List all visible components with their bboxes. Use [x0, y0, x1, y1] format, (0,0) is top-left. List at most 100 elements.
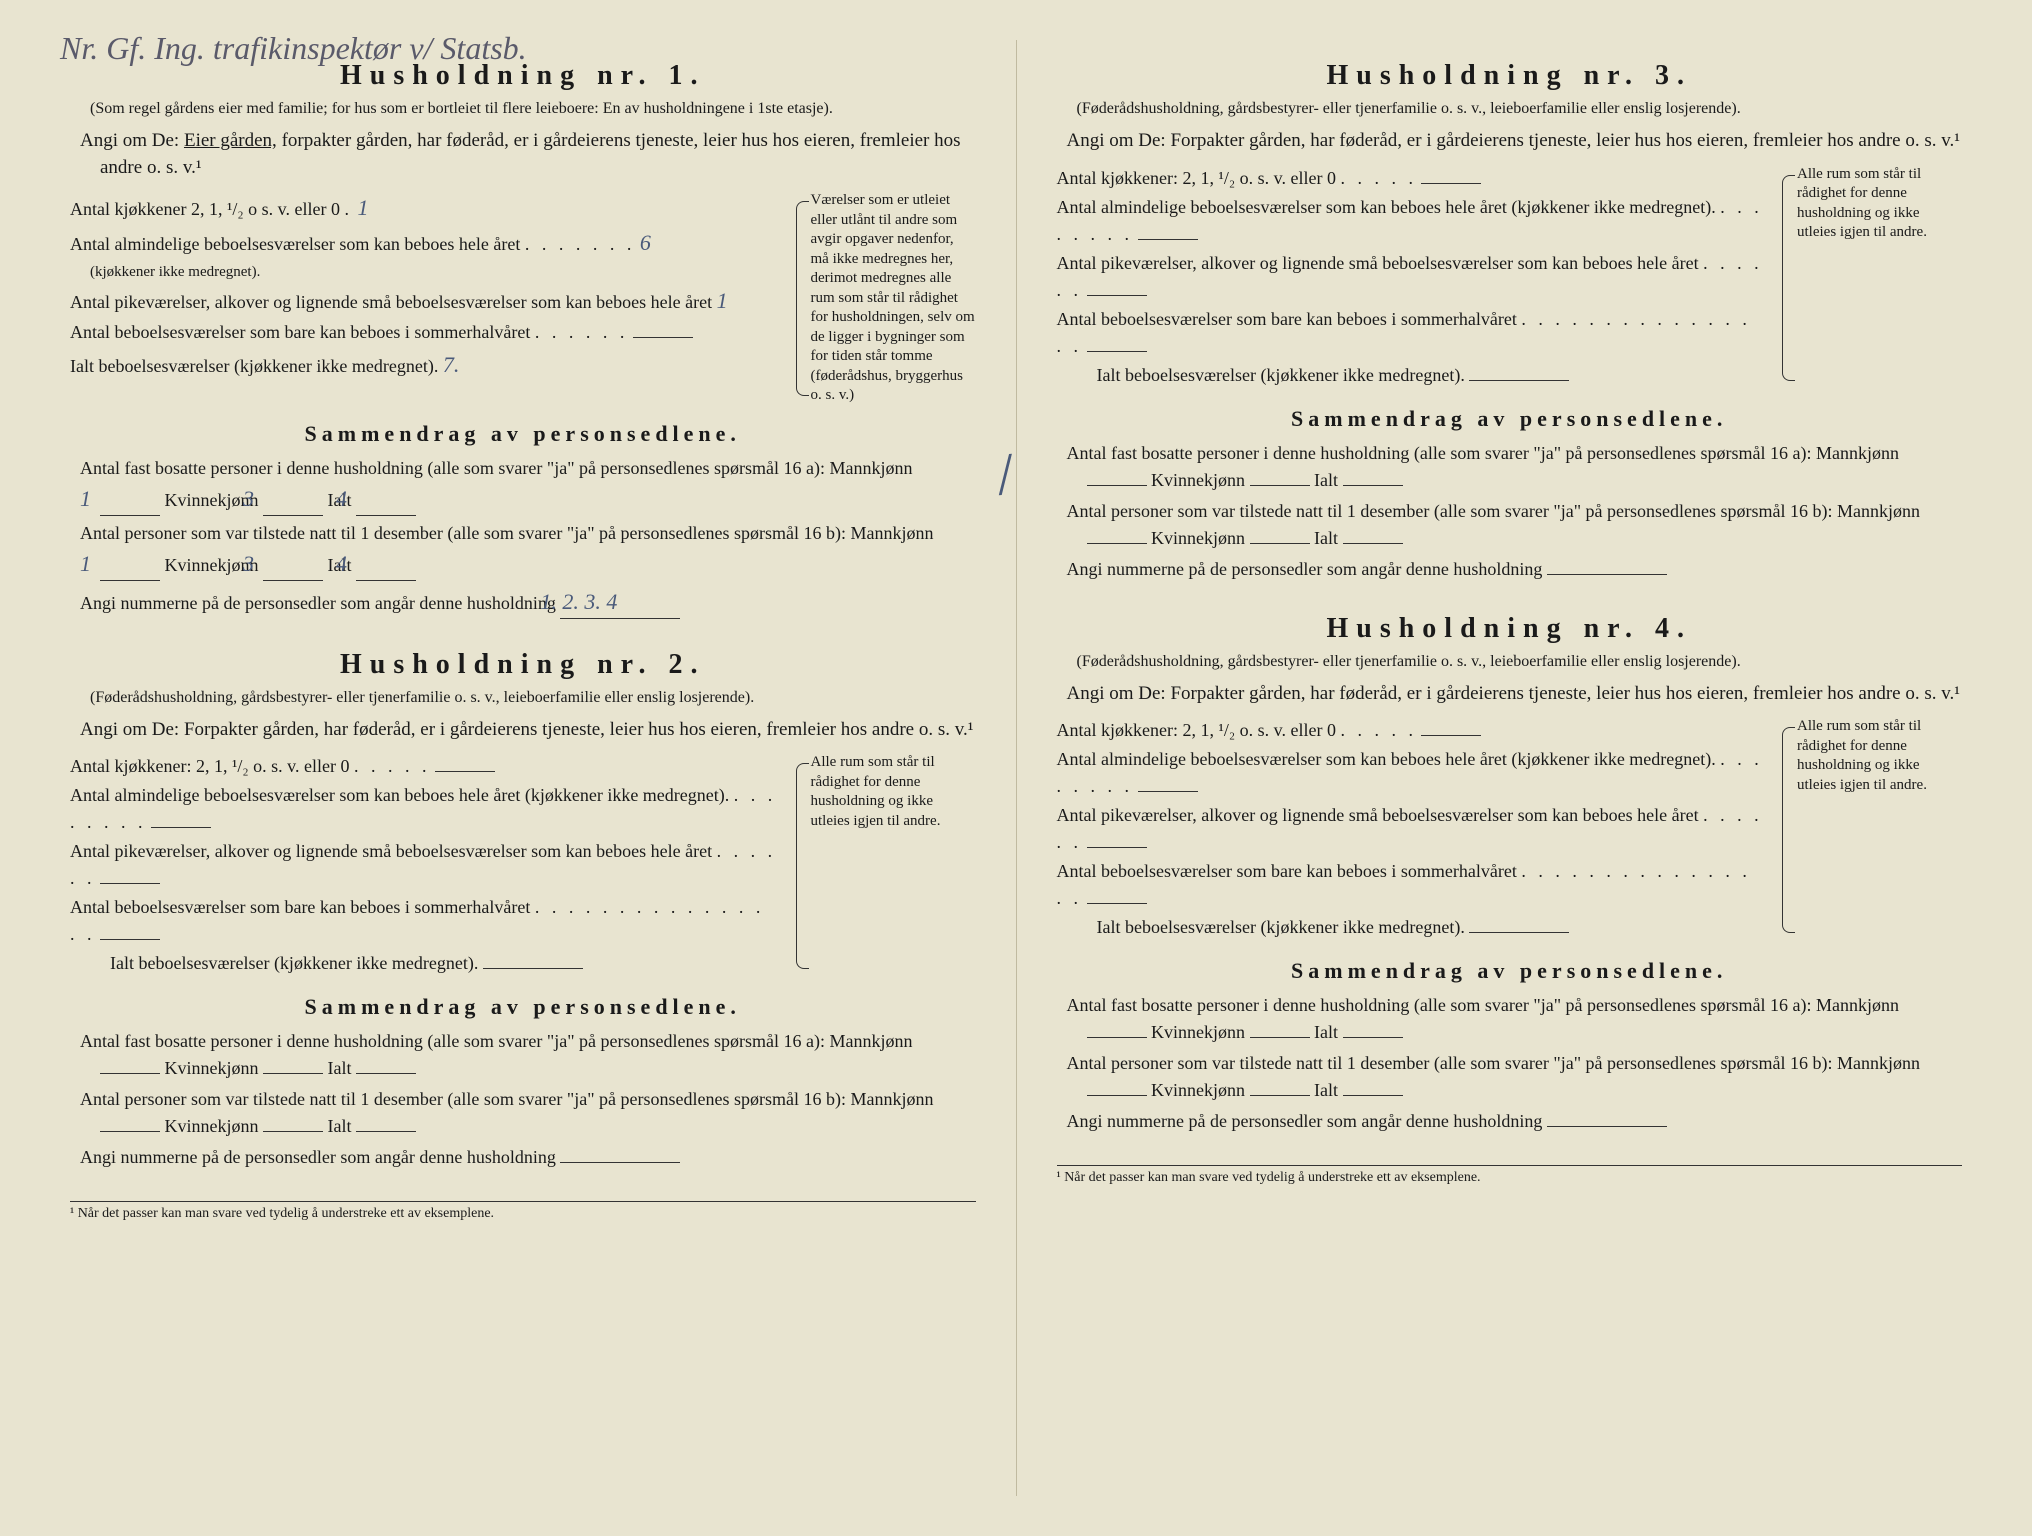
summary-4-line-b: Antal personer som var tilstede natt til… — [1057, 1050, 1963, 1104]
room-side-note-3: Alle rum som står til rådighet for denne… — [1782, 165, 1962, 391]
k1: 3 — [263, 482, 323, 516]
rooms-pike-label: Antal pikeværelser, alkover og lignende … — [70, 292, 712, 312]
room-list-4: Antal kjøkkener: 2, 1, ¹/₂ o. s. v. elle… — [1057, 717, 1768, 943]
rooms-year-note: (kjøkkener ikke medregnet). — [70, 261, 781, 284]
household-3-angi: Angi om De: Forpakter gården, har føderå… — [1057, 128, 1963, 155]
summary-1-title: Sammendrag av personsedlene. — [70, 421, 976, 447]
m1: 1 — [100, 482, 160, 516]
right-page: / Husholdning nr. 3. (Føderådshusholdnin… — [1017, 40, 2003, 1496]
household-4-rooms: Antal kjøkkener: 2, 1, ¹/₂ o. s. v. elle… — [1057, 717, 1963, 943]
summary-4-prefix-b: Antal personer som var tilstede natt til… — [1067, 1053, 1920, 1073]
kv-4b: Kvinnekjønn — [1151, 1080, 1245, 1100]
i2: 4 — [356, 547, 416, 581]
kv-2b: Kvinnekjønn — [165, 1116, 259, 1136]
room-side-note-4: Alle rum som står til rådighet for denne… — [1782, 717, 1962, 943]
rooms-pike-value: 1 — [717, 288, 728, 313]
angi-prefix: Angi om De: — [80, 130, 184, 151]
kv-3a: Kvinnekjønn — [1151, 470, 1245, 490]
household-3: Husholdning nr. 3. (Føderådshusholdning,… — [1057, 60, 1963, 583]
kitchen-label-4: Antal kjøkkener: 2, 1, ¹/₂ o. s. v. elle… — [1057, 720, 1336, 740]
dots-4: . . . . . — [1340, 720, 1417, 740]
rooms-pike-label-3: Antal pikeværelser, alkover og lignende … — [1057, 253, 1699, 273]
kitchen-value: 1 — [357, 195, 368, 220]
i1: 4 — [356, 482, 416, 516]
kv-3b: Kvinnekjønn — [1151, 528, 1245, 548]
summary-3-prefix-b: Antal personer som var tilstede natt til… — [1067, 501, 1920, 521]
dots-3: . . . . . — [1340, 168, 1417, 188]
dots: . . . . . — [354, 756, 431, 776]
m2: 1 — [100, 547, 160, 581]
summary-2-line-b: Antal personer som var tilstede natt til… — [70, 1086, 976, 1140]
rooms-pike-label-2: Antal pikeværelser, alkover og lignende … — [70, 841, 712, 861]
summary-4-numbers: Angi nummerne på de personsedler som ang… — [1057, 1108, 1963, 1135]
ialt-4a: Ialt — [1314, 1022, 1338, 1042]
rooms-total-label-4: Ialt beboelsesværelser (kjøkkener ikke m… — [1097, 917, 1465, 937]
summary-prefix: Antal fast bosatte personer i denne hush… — [80, 458, 913, 478]
rooms-year-label-4: Antal almindelige beboelsesværelser som … — [1057, 749, 1716, 769]
rooms-summer-label-4: Antal beboelsesværelser som bare kan beb… — [1057, 861, 1517, 881]
numbers-label-4: Angi nummerne på de personsedler som ang… — [1067, 1111, 1543, 1131]
household-3-title: Husholdning nr. 3. — [1057, 60, 1963, 92]
household-4-title: Husholdning nr. 4. — [1057, 613, 1963, 645]
ialt-4b: Ialt — [1314, 1080, 1338, 1100]
numbers-label: Angi nummerne på de personsedler som ang… — [80, 593, 556, 613]
ialt-2a: Ialt — [328, 1058, 352, 1078]
household-2-rooms: Antal kjøkkener: 2, 1, ¹/₂ o. s. v. elle… — [70, 753, 976, 979]
numbers-label-3: Angi nummerne på de personsedler som ang… — [1067, 559, 1543, 579]
household-1-rooms: Antal kjøkkener 2, 1, ¹/₂ o s. v. eller … — [70, 191, 976, 406]
rooms-year-label-2: Antal almindelige beboelsesværelser som … — [70, 785, 729, 805]
household-2-subtitle: (Føderådshusholdning, gårdsbestyrer- ell… — [70, 689, 976, 707]
summary-3-prefix: Antal fast bosatte personer i denne hush… — [1067, 443, 1900, 463]
summary-prefix-b: Antal personer som var tilstede natt til… — [80, 523, 933, 543]
rooms-total-label: Ialt beboelsesværelser (kjøkkener ikke m… — [70, 356, 438, 376]
rooms-summer-label: Antal beboelsesværelser som bare kan beb… — [70, 322, 530, 342]
household-4: Husholdning nr. 4. (Føderådshusholdning,… — [1057, 613, 1963, 1136]
ialt-3a: Ialt — [1314, 470, 1338, 490]
summary-2-prefix-b: Antal personer som var tilstede natt til… — [80, 1089, 933, 1109]
room-list-3: Antal kjøkkener: 2, 1, ¹/₂ o. s. v. elle… — [1057, 165, 1768, 391]
handwriting-annotation: Nr. Gf. Ing. trafikinspektør v/ Statsb. — [60, 30, 527, 67]
summary-2-title: Sammendrag av personsedlene. — [70, 994, 976, 1020]
summary-2-prefix: Antal fast bosatte personer i denne hush… — [80, 1031, 913, 1051]
summary-4-prefix: Antal fast bosatte personer i denne hush… — [1067, 995, 1900, 1015]
rooms-pike-label-4: Antal pikeværelser, alkover og lignende … — [1057, 805, 1699, 825]
rooms-summer-label-3: Antal beboelsesværelser som bare kan beb… — [1057, 309, 1517, 329]
kitchen-label-3: Antal kjøkkener: 2, 1, ¹/₂ o. s. v. elle… — [1057, 168, 1336, 188]
household-2: Husholdning nr. 2. (Føderådshusholdning,… — [70, 649, 976, 1172]
room-side-note: Værelser som er utleiet eller utlånt til… — [796, 191, 976, 406]
household-3-subtitle: (Føderådshusholdning, gårdsbestyrer- ell… — [1057, 100, 1963, 118]
rooms-total-label-2: Ialt beboelsesværelser (kjøkkener ikke m… — [110, 953, 478, 973]
summary-1-line-b: Antal personer som var tilstede natt til… — [70, 520, 976, 581]
household-4-angi: Angi om De: Forpakter gården, har føderå… — [1057, 681, 1963, 708]
rooms-year-value: 6 — [640, 230, 651, 255]
rooms-total-label-3: Ialt beboelsesværelser (kjøkkener ikke m… — [1097, 365, 1465, 385]
summary-3-numbers: Angi nummerne på de personsedler som ang… — [1057, 556, 1963, 583]
rooms-year-label-3: Antal almindelige beboelsesværelser som … — [1057, 197, 1716, 217]
household-1: Husholdning nr. 1. (Som regel gårdens ei… — [70, 60, 976, 619]
summary-3-line-b: Antal personer som var tilstede natt til… — [1057, 498, 1963, 552]
room-list-2: Antal kjøkkener: 2, 1, ¹/₂ o. s. v. elle… — [70, 753, 781, 979]
household-1-subtitle: (Som regel gårdens eier med familie; for… — [70, 100, 976, 118]
summary-1-line-a: Antal fast bosatte personer i denne hush… — [70, 455, 976, 516]
household-1-angi: Angi om De: Eier gården, forpakter gårde… — [70, 128, 976, 181]
household-2-title: Husholdning nr. 2. — [70, 649, 976, 681]
summary-2-numbers: Angi nummerne på de personsedler som ang… — [70, 1144, 976, 1171]
kitchen-label: Antal kjøkkener 2, 1, ¹/₂ o s. v. eller … — [70, 199, 340, 219]
summary-2-line-a: Antal fast bosatte personer i denne hush… — [70, 1028, 976, 1082]
summary-3-line-a: Antal fast bosatte personer i denne hush… — [1057, 440, 1963, 494]
ialt-2b: Ialt — [328, 1116, 352, 1136]
k2: 3 — [263, 547, 323, 581]
rooms-summer-label-2: Antal beboelsesværelser som bare kan beb… — [70, 897, 530, 917]
household-3-rooms: Antal kjøkkener: 2, 1, ¹/₂ o. s. v. elle… — [1057, 165, 1963, 391]
kitchen-label-2: Antal kjøkkener: 2, 1, ¹/₂ o. s. v. elle… — [70, 756, 349, 776]
footnote-left: ¹ Når det passer kan man svare ved tydel… — [70, 1201, 976, 1222]
numbers-label-2: Angi nummerne på de personsedler som ang… — [80, 1147, 556, 1167]
rooms-year-label: Antal almindelige beboelsesværelser som … — [70, 234, 520, 254]
numbers-value: 1. 2. 3. 4 — [560, 585, 680, 619]
summary-1-numbers: Angi nummerne på de personsedler som ang… — [70, 585, 976, 619]
summary-4-line-a: Antal fast bosatte personer i denne hush… — [1057, 992, 1963, 1046]
room-list: Antal kjøkkener 2, 1, ¹/₂ o s. v. eller … — [70, 191, 781, 406]
angi-emphasis: Eier gården, — [184, 130, 277, 151]
footnote-right: ¹ Når det passer kan man svare ved tydel… — [1057, 1165, 1963, 1186]
summary-4-title: Sammendrag av personsedlene. — [1057, 958, 1963, 984]
